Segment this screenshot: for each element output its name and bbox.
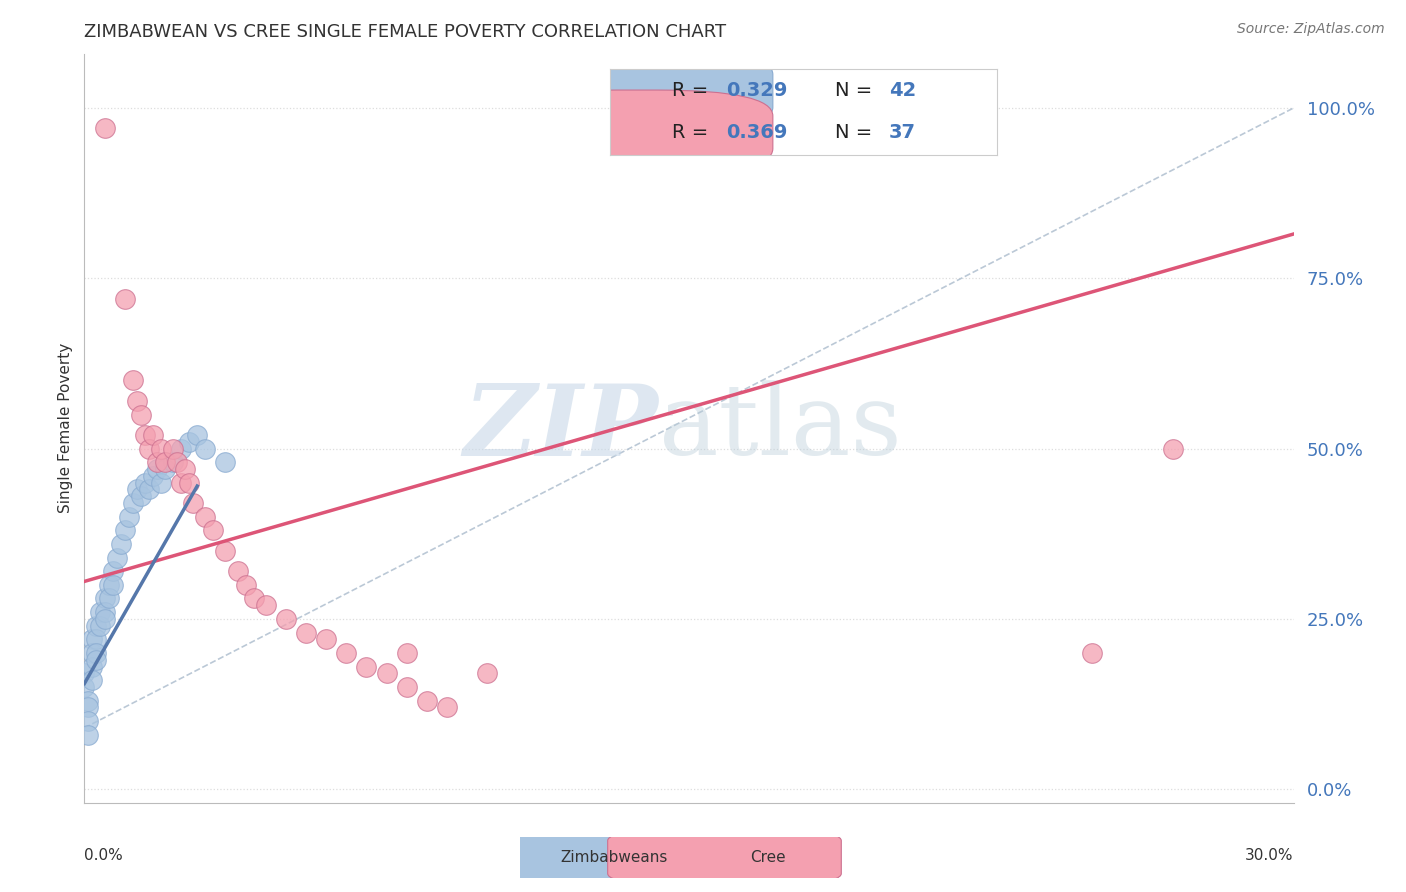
Point — [77, 700, 100, 714]
Point — [82, 632, 104, 647]
Y-axis label: Single Female Poverty: Single Female Poverty — [58, 343, 73, 513]
Point — [162, 455, 184, 469]
Point — [295, 625, 318, 640]
Point — [82, 659, 104, 673]
Point — [146, 455, 169, 469]
Point — [138, 442, 160, 456]
Point — [375, 666, 398, 681]
Point — [194, 509, 217, 524]
Point — [170, 442, 193, 456]
Point — [395, 680, 418, 694]
Text: Source: ZipAtlas.com: Source: ZipAtlas.com — [1237, 22, 1385, 37]
Point — [129, 408, 152, 422]
Point — [125, 393, 148, 408]
Point — [142, 428, 165, 442]
Point — [186, 428, 208, 442]
Point — [179, 434, 201, 449]
Point — [194, 442, 217, 456]
Point — [86, 632, 108, 647]
Point — [214, 455, 236, 469]
Point — [181, 496, 204, 510]
Point — [93, 605, 115, 619]
Point — [149, 475, 172, 490]
Point — [149, 442, 172, 456]
Point — [77, 693, 100, 707]
Point — [125, 483, 148, 497]
Point — [162, 442, 184, 456]
Text: ZIMBABWEAN VS CREE SINGLE FEMALE POVERTY CORRELATION CHART: ZIMBABWEAN VS CREE SINGLE FEMALE POVERTY… — [84, 23, 727, 41]
Point — [93, 591, 115, 606]
Point — [242, 591, 264, 606]
Point — [166, 455, 188, 469]
Point — [121, 496, 143, 510]
Point — [1081, 646, 1104, 660]
Point — [97, 591, 120, 606]
Point — [1161, 442, 1184, 456]
Point — [153, 462, 176, 476]
Point — [235, 578, 257, 592]
Point — [129, 489, 152, 503]
Text: 0.0%: 0.0% — [84, 847, 124, 863]
Point — [82, 646, 104, 660]
Point — [174, 462, 197, 476]
Text: 30.0%: 30.0% — [1246, 847, 1294, 863]
Point — [114, 524, 136, 538]
Point — [254, 599, 277, 613]
Point — [214, 543, 236, 558]
Text: atlas: atlas — [659, 380, 901, 476]
Point — [202, 524, 225, 538]
Point — [93, 121, 115, 136]
Point — [436, 700, 458, 714]
Point — [138, 483, 160, 497]
Point — [86, 653, 108, 667]
Point — [77, 714, 100, 728]
Point — [89, 618, 111, 632]
Point — [110, 537, 132, 551]
Point — [86, 646, 108, 660]
Point — [395, 646, 418, 660]
Point — [73, 680, 96, 694]
Point — [142, 468, 165, 483]
Point — [226, 564, 249, 578]
Point — [416, 693, 439, 707]
Point — [73, 666, 96, 681]
Point — [101, 578, 124, 592]
Point — [118, 509, 141, 524]
Point — [170, 475, 193, 490]
Point — [315, 632, 337, 647]
Point — [274, 612, 297, 626]
Point — [86, 618, 108, 632]
Point — [179, 475, 201, 490]
Point — [134, 428, 156, 442]
Point — [105, 550, 128, 565]
Text: ZIP: ZIP — [464, 380, 659, 476]
Point — [93, 612, 115, 626]
Point — [114, 292, 136, 306]
Point — [121, 374, 143, 388]
Point — [153, 455, 176, 469]
Point — [477, 666, 499, 681]
Point — [97, 578, 120, 592]
Point — [356, 659, 378, 673]
Point — [134, 475, 156, 490]
Point — [82, 673, 104, 688]
Point — [335, 646, 357, 660]
Point — [89, 605, 111, 619]
Point — [77, 728, 100, 742]
Point — [101, 564, 124, 578]
Point — [146, 462, 169, 476]
